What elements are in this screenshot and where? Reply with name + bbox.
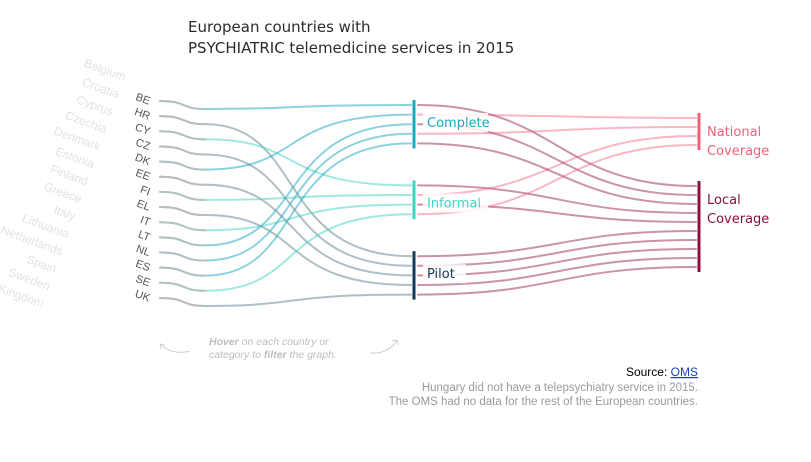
flow-el-to-local-coverage[interactable] — [417, 257, 697, 286]
flow-stub-dk — [159, 160, 206, 171]
flow-stub-be — [159, 100, 206, 110]
service-label-informal[interactable]: Informal — [427, 196, 481, 211]
flow-stub-es — [159, 266, 206, 277]
flow-hr-to-local-coverage[interactable] — [417, 230, 697, 258]
coverage-node-local[interactable] — [697, 181, 701, 272]
coverage-node-national[interactable] — [697, 113, 701, 150]
source-line: Source: OMS — [626, 365, 698, 379]
country-code-cy[interactable]: CY — [133, 121, 152, 138]
country-name-labels: BelgiumCroatiaCyprusCzechiaDenmarkEstoni… — [0, 56, 128, 311]
flow-cy-to-local-coverage[interactable] — [417, 184, 697, 214]
note-no-data: The OMS had no data for the rest of the … — [389, 396, 698, 408]
country-code-fi[interactable]: FI — [138, 184, 151, 199]
service-label-bg-pilot — [423, 264, 466, 284]
coverage-category-nodes: National Coverage Local Coverage — [697, 113, 769, 272]
chart-title-line1: European countries with — [188, 18, 371, 36]
coverage-label-local-1[interactable]: Coverage — [707, 212, 769, 227]
flows-country-to-service — [159, 100, 412, 307]
flow-stub-cz — [159, 145, 206, 156]
country-code-cz[interactable]: CZ — [134, 137, 152, 153]
flow-uk-to-pilot[interactable] — [159, 293, 412, 307]
country-code-se[interactable]: SE — [134, 273, 152, 289]
flow-stub-nl — [159, 251, 206, 262]
service-node-complete[interactable] — [412, 100, 416, 149]
country-code-it[interactable]: IT — [138, 214, 152, 229]
hover-hint: Hover on each country or category to fil… — [159, 336, 399, 361]
flow-stub-lt — [159, 236, 206, 247]
source-label: Source: — [626, 365, 671, 379]
country-name-italy[interactable]: Italy — [52, 203, 77, 224]
country-code-el[interactable]: EL — [135, 198, 152, 214]
flow-uk-to-local-coverage[interactable] — [417, 266, 697, 296]
service-category-nodes: Complete Informal Pilot — [412, 100, 490, 300]
country-code-es[interactable]: ES — [134, 258, 152, 274]
country-code-lt[interactable]: LT — [136, 229, 152, 244]
flow-stub-uk — [159, 296, 206, 307]
flow-stub-it — [159, 221, 206, 232]
flow-stub-fi — [159, 190, 206, 201]
service-label-bg-complete — [423, 113, 489, 132]
hint-word-filter: filter — [264, 349, 288, 361]
country-code-nl[interactable]: NL — [134, 243, 151, 259]
country-code-uk[interactable]: UK — [133, 288, 152, 305]
flow-fi-to-national-coverage[interactable] — [417, 135, 697, 196]
hint-arrowhead-right-icon — [391, 339, 399, 346]
coverage-label-national-1[interactable]: Coverage — [707, 144, 769, 159]
flow-stub-el — [159, 206, 206, 217]
hint-line1: Hover on each country or — [209, 336, 329, 348]
hint-arrowhead-left-icon — [159, 343, 166, 350]
note-hungary: Hungary did not have a telepsychiatry se… — [422, 382, 698, 394]
country-code-hr[interactable]: HR — [133, 106, 152, 123]
hint-word-hover: Hover — [209, 336, 240, 348]
hint-arrow-right-icon — [369, 339, 398, 354]
flow-lt-to-local-coverage[interactable] — [417, 123, 697, 196]
flow-es-to-local-coverage[interactable] — [417, 142, 697, 205]
chart-title-line2: PSYCHIATRIC telemedicine services in 201… — [188, 39, 514, 57]
coverage-label-national-0[interactable]: National — [707, 125, 761, 140]
flow-nl-to-national-coverage[interactable] — [417, 126, 697, 135]
flow-be-to-local-coverage[interactable] — [417, 104, 697, 187]
hint-text-b: category to — [209, 349, 264, 361]
country-code-be[interactable]: BE — [134, 91, 152, 107]
source-link[interactable]: OMS — [671, 365, 698, 379]
service-label-complete[interactable]: Complete — [427, 116, 490, 131]
country-code-ee[interactable]: EE — [134, 167, 152, 183]
flow-stub-se — [159, 281, 206, 292]
service-label-bg-informal — [423, 193, 489, 213]
flow-stub-ee — [159, 175, 206, 186]
service-label-pilot[interactable]: Pilot — [427, 267, 455, 282]
hint-text-a: on each country or — [239, 336, 329, 348]
hint-line2: category to filter the graph. — [209, 349, 337, 361]
coverage-label-local-0[interactable]: Local — [707, 193, 741, 208]
country-code-dk[interactable]: DK — [133, 152, 152, 169]
flow-stub-hr — [159, 115, 206, 126]
hint-text-c: the graph. — [287, 349, 337, 361]
service-node-informal[interactable] — [412, 180, 416, 220]
flow-stub-cy — [159, 130, 206, 141]
hint-arrow-left-icon — [159, 343, 191, 353]
service-node-pilot[interactable] — [412, 251, 416, 300]
